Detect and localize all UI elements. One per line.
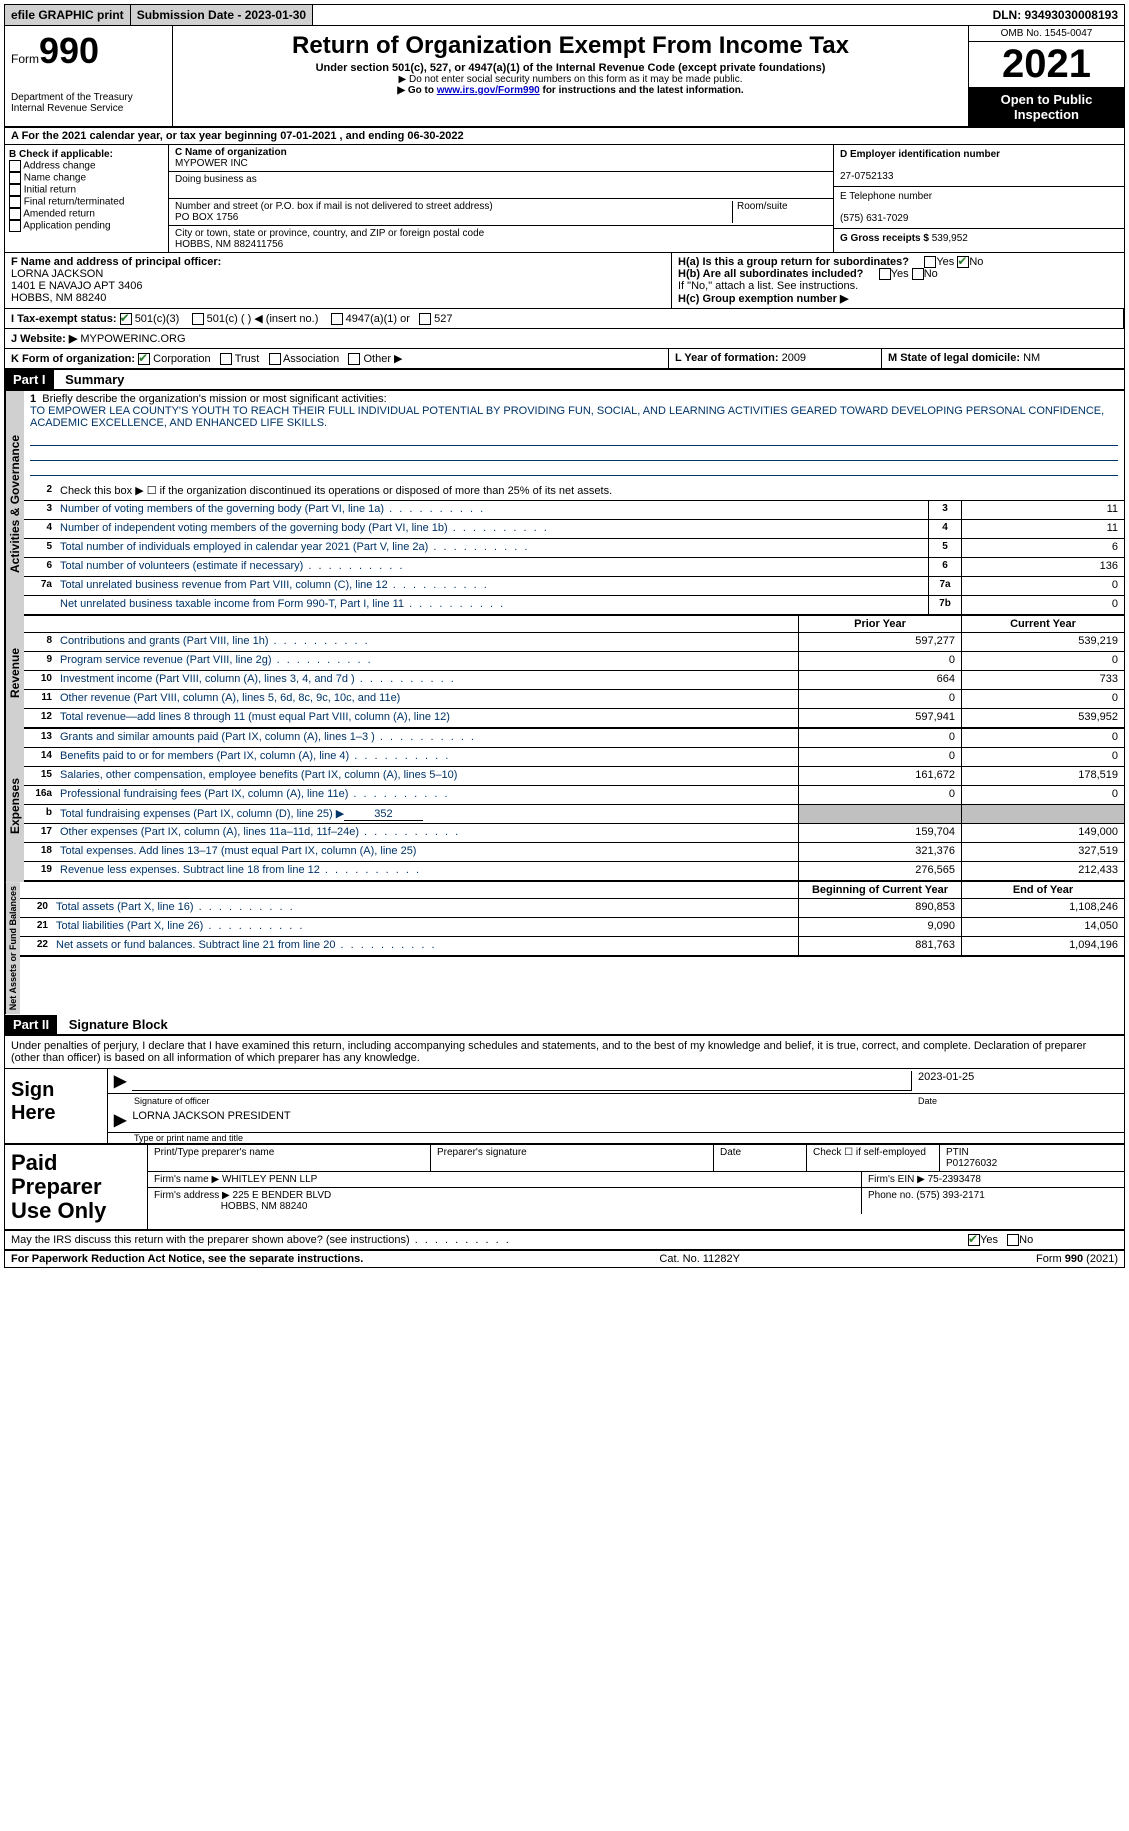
form-title: Return of Organization Exempt From Incom… bbox=[181, 32, 960, 60]
city-label: City or town, state or province, country… bbox=[175, 228, 484, 239]
row-i-status: I Tax-exempt status: 501(c)(3) 501(c) ( … bbox=[5, 309, 1124, 329]
tax-year: 2021 bbox=[969, 42, 1124, 88]
firm-ein: 75-2393478 bbox=[928, 1174, 981, 1185]
org-city: HOBBS, NM 882411756 bbox=[175, 239, 283, 250]
line-2: Check this box ▶ ☐ if the organization d… bbox=[56, 482, 1124, 500]
firm-name: WHITLEY PENN LLP bbox=[222, 1174, 317, 1185]
form-container: efile GRAPHIC print Submission Date - 20… bbox=[4, 4, 1125, 1268]
sign-date: 2023-01-25 bbox=[911, 1071, 1118, 1091]
line-3: Number of voting members of the governin… bbox=[56, 501, 928, 519]
chk-address[interactable]: Address change bbox=[9, 160, 164, 172]
officer-addr1: 1401 E NAVAJO APT 3406 bbox=[11, 280, 142, 292]
line-22: Net assets or fund balances. Subtract li… bbox=[52, 937, 798, 955]
line-15: Salaries, other compensation, employee b… bbox=[56, 767, 798, 785]
f-label: F Name and address of principal officer: bbox=[11, 256, 221, 268]
activities-governance: Activities & Governance 1 Briefly descri… bbox=[5, 391, 1124, 616]
line-21: Total liabilities (Part X, line 26) bbox=[52, 918, 798, 936]
line-20: Total assets (Part X, line 16) bbox=[52, 899, 798, 917]
b-label: B Check if applicable: bbox=[9, 149, 164, 160]
mission-text: TO EMPOWER LEA COUNTY'S YOUTH TO REACH T… bbox=[30, 405, 1104, 429]
form-page: Form 990 (2021) bbox=[1036, 1253, 1118, 1265]
ein-value: 27-0752133 bbox=[840, 171, 893, 182]
ein-label: D Employer identification number bbox=[840, 149, 1000, 160]
dba-label: Doing business as bbox=[175, 174, 257, 185]
form-subtitle: Under section 501(c), 527, or 4947(a)(1)… bbox=[181, 62, 960, 74]
hb-row: H(b) Are all subordinates included? Yes … bbox=[678, 268, 1118, 280]
revenue-section: Revenue Prior YearCurrent Year 8Contribu… bbox=[5, 616, 1124, 729]
officer-addr2: HOBBS, NM 88240 bbox=[11, 292, 106, 304]
net-assets-section: Net Assets or Fund Balances Beginning of… bbox=[5, 882, 1124, 1014]
note-link: ▶ Go to www.irs.gov/Form990 for instruct… bbox=[181, 85, 960, 96]
line-14: Benefits paid to or for members (Part IX… bbox=[56, 748, 798, 766]
line-16b: Total fundraising expenses (Part IX, col… bbox=[56, 805, 798, 823]
line-5: Total number of individuals employed in … bbox=[56, 539, 928, 557]
ha-row: H(a) Is this a group return for subordin… bbox=[678, 256, 1118, 268]
line-13: Grants and similar amounts paid (Part IX… bbox=[56, 729, 798, 747]
efile-print-button[interactable]: efile GRAPHIC print bbox=[5, 5, 131, 25]
chk-final[interactable]: Final return/terminated bbox=[9, 196, 164, 208]
dept-label: Department of the Treasury Internal Reve… bbox=[11, 92, 166, 114]
section-f-h: F Name and address of principal officer:… bbox=[5, 253, 1124, 309]
line-7b: Net unrelated business taxable income fr… bbox=[56, 596, 928, 614]
chk-pending[interactable]: Application pending bbox=[9, 220, 164, 232]
line-4: Number of independent voting members of … bbox=[56, 520, 928, 538]
line-19: Revenue less expenses. Subtract line 18 … bbox=[56, 862, 798, 880]
line-8: Contributions and grants (Part VIII, lin… bbox=[56, 633, 798, 651]
hb-note: If "No," attach a list. See instructions… bbox=[678, 280, 1118, 292]
line-10: Investment income (Part VIII, column (A)… bbox=[56, 671, 798, 689]
inspection-label: Open to Public Inspection bbox=[969, 88, 1124, 126]
line-11: Other revenue (Part VIII, column (A), li… bbox=[56, 690, 798, 708]
firm-phone: (575) 393-2171 bbox=[916, 1190, 984, 1201]
line-12: Total revenue—add lines 8 through 11 (mu… bbox=[56, 709, 798, 727]
phone-value: (575) 631-7029 bbox=[840, 213, 908, 224]
dln-number: DLN: 93493030008193 bbox=[987, 5, 1124, 25]
form-header: Form990 Department of the Treasury Inter… bbox=[5, 26, 1124, 128]
line-16a: Professional fundraising fees (Part IX, … bbox=[56, 786, 798, 804]
note-ssn: ▶ Do not enter social security numbers o… bbox=[181, 74, 960, 85]
gross-label: G Gross receipts $ bbox=[840, 233, 929, 244]
phone-label: E Telephone number bbox=[840, 191, 932, 202]
ptin-value: P01276032 bbox=[946, 1158, 997, 1169]
officer-name: LORNA JACKSON bbox=[11, 268, 103, 280]
discuss-row: May the IRS discuss this return with the… bbox=[5, 1231, 1124, 1251]
chk-amended[interactable]: Amended return bbox=[9, 208, 164, 220]
c-name-label: C Name of organization bbox=[175, 147, 287, 158]
row-j-website: J Website: ▶ MYPOWERINC.ORG bbox=[5, 329, 1124, 349]
tab-activities: Activities & Governance bbox=[5, 391, 24, 616]
form-number: Form990 bbox=[11, 30, 166, 72]
footer: For Paperwork Reduction Act Notice, see … bbox=[5, 1251, 1124, 1267]
omb-number: OMB No. 1545-0047 bbox=[969, 26, 1124, 42]
hc-row: H(c) Group exemption number ▶ bbox=[678, 292, 1118, 305]
tab-expenses: Expenses bbox=[5, 729, 24, 882]
declaration-text: Under penalties of perjury, I declare th… bbox=[5, 1036, 1124, 1069]
submission-date: Submission Date - 2023-01-30 bbox=[131, 5, 313, 25]
expenses-section: Expenses 13Grants and similar amounts pa… bbox=[5, 729, 1124, 882]
paid-preparer: Paid Preparer Use Only Print/Type prepar… bbox=[5, 1145, 1124, 1232]
row-a-tax-year: A For the 2021 calendar year, or tax yea… bbox=[5, 128, 1124, 145]
sign-here: Sign Here ▶ 2023-01-25 Signature of offi… bbox=[5, 1069, 1124, 1145]
line-6: Total number of volunteers (estimate if … bbox=[56, 558, 928, 576]
tab-net-assets: Net Assets or Fund Balances bbox=[5, 882, 20, 1014]
org-address: PO BOX 1756 bbox=[175, 212, 238, 223]
firm-addr1: 225 E BENDER BLVD bbox=[233, 1190, 332, 1201]
part2-header: Part II Signature Block bbox=[5, 1015, 1124, 1036]
line-18: Total expenses. Add lines 13–17 (must eq… bbox=[56, 843, 798, 861]
row-k-l-m: K Form of organization: Corporation Trus… bbox=[5, 349, 1124, 370]
chk-initial[interactable]: Initial return bbox=[9, 184, 164, 196]
top-bar: efile GRAPHIC print Submission Date - 20… bbox=[5, 5, 1124, 26]
chk-name[interactable]: Name change bbox=[9, 172, 164, 184]
irs-link[interactable]: www.irs.gov/Form990 bbox=[437, 85, 540, 96]
firm-addr2: HOBBS, NM 88240 bbox=[221, 1201, 308, 1212]
tab-revenue: Revenue bbox=[5, 616, 24, 729]
room-label: Room/suite bbox=[732, 201, 827, 223]
org-name: MYPOWER INC bbox=[175, 158, 248, 169]
line-7a: Total unrelated business revenue from Pa… bbox=[56, 577, 928, 595]
part1-header: Part I Summary bbox=[5, 370, 1124, 391]
line-17: Other expenses (Part IX, column (A), lin… bbox=[56, 824, 798, 842]
line-9: Program service revenue (Part VIII, line… bbox=[56, 652, 798, 670]
officer-print-name: LORNA JACKSON PRESIDENT bbox=[132, 1110, 1118, 1130]
addr-label: Number and street (or P.O. box if mail i… bbox=[175, 201, 493, 212]
section-b-c-d: B Check if applicable: Address change Na… bbox=[5, 145, 1124, 253]
gross-value: 539,952 bbox=[932, 233, 968, 244]
